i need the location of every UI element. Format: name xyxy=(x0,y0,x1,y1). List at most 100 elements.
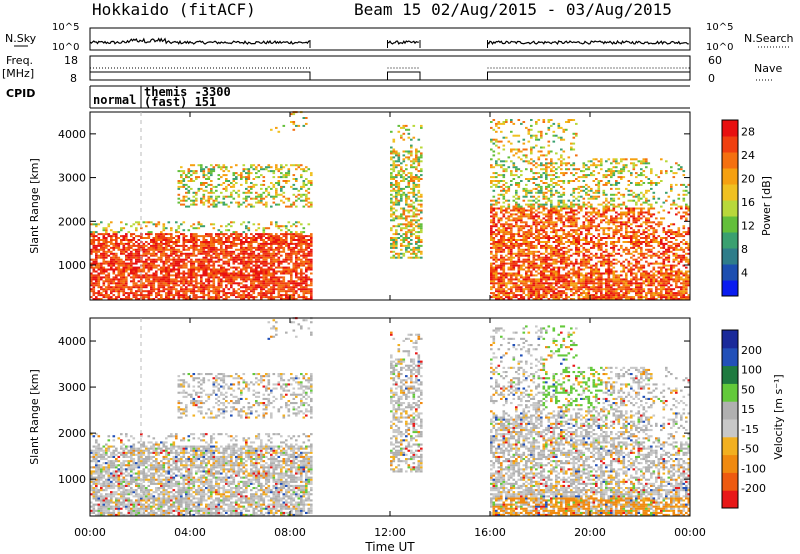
power-cell xyxy=(195,193,198,196)
power-cell xyxy=(135,266,138,269)
power-cell xyxy=(270,258,273,261)
power-cell xyxy=(557,268,561,271)
power-cell xyxy=(280,176,283,179)
power-cell xyxy=(490,185,493,188)
power-cell xyxy=(495,264,498,267)
power-cell xyxy=(552,130,556,133)
power-cell xyxy=(247,227,251,230)
power-cell xyxy=(110,258,113,261)
power-cell xyxy=(407,225,411,228)
power-cell xyxy=(100,278,103,281)
power-cell xyxy=(560,193,563,196)
power-cell xyxy=(155,280,158,283)
power-cell xyxy=(532,199,536,202)
power-cell xyxy=(187,239,191,241)
power-cell xyxy=(417,203,421,206)
power-cell xyxy=(517,284,521,287)
power-cell xyxy=(557,217,561,220)
power-cell xyxy=(302,292,306,295)
power-cell xyxy=(510,237,513,239)
power-cell xyxy=(550,213,553,216)
power-cell xyxy=(560,241,563,243)
power-cell xyxy=(145,221,148,224)
power-cell xyxy=(247,256,251,259)
power-cell xyxy=(537,242,541,245)
power-cell xyxy=(285,294,288,297)
power-cell xyxy=(202,290,206,293)
power-cell xyxy=(170,288,173,291)
power-cell xyxy=(417,164,421,167)
power-cell xyxy=(397,174,401,177)
power-cell xyxy=(540,272,543,275)
power-cell xyxy=(137,235,141,238)
power-cell xyxy=(417,231,421,234)
power-cell xyxy=(557,276,561,279)
power-cell xyxy=(217,292,221,295)
power-cell xyxy=(247,252,251,255)
power-cell xyxy=(502,231,506,234)
power-cell xyxy=(195,176,198,179)
power-cell xyxy=(292,237,296,239)
power-cell xyxy=(402,217,406,220)
power-cell xyxy=(290,246,293,249)
power-cell xyxy=(222,248,226,251)
power-cell xyxy=(247,292,251,295)
power-cell xyxy=(537,195,541,198)
power-cell xyxy=(495,172,498,175)
power-cell xyxy=(310,239,313,241)
power-cell xyxy=(92,239,96,241)
power-cell xyxy=(285,235,288,238)
power-cell xyxy=(490,227,493,230)
power-cell xyxy=(537,286,541,289)
power-cell xyxy=(552,262,556,265)
power-cell xyxy=(302,260,306,263)
power-cell xyxy=(162,262,166,265)
power-cell xyxy=(150,258,153,261)
power-cell xyxy=(302,250,306,253)
power-cell xyxy=(505,119,508,121)
power-cell xyxy=(260,296,263,299)
power-cell xyxy=(230,254,233,257)
power-cell xyxy=(147,274,151,277)
power-cell xyxy=(155,233,158,236)
power-cell xyxy=(562,130,566,133)
power-cell xyxy=(567,274,571,277)
power-cell xyxy=(290,121,293,123)
power-cell xyxy=(135,272,138,275)
power-cell xyxy=(520,215,523,218)
power-cell xyxy=(265,296,268,299)
power-cell xyxy=(202,201,206,204)
power-cell xyxy=(495,183,498,186)
power-cell xyxy=(402,138,406,141)
power-cell xyxy=(547,298,551,300)
power-cell xyxy=(252,286,256,289)
power-cell xyxy=(302,124,306,127)
power-cell xyxy=(190,235,193,238)
power-cell xyxy=(407,195,411,198)
power-cell xyxy=(510,172,513,175)
power-cell xyxy=(497,219,501,222)
power-cell xyxy=(505,136,508,139)
power-cell xyxy=(560,284,563,287)
power-cell xyxy=(555,241,558,243)
power-cell xyxy=(390,146,393,149)
power-cell xyxy=(500,284,503,287)
power-cell xyxy=(127,262,131,265)
power-cell xyxy=(257,266,261,269)
power-cell xyxy=(110,292,113,295)
power-cell xyxy=(237,203,241,206)
power-cell xyxy=(175,276,178,279)
power-cell xyxy=(160,239,163,241)
power-cell xyxy=(570,233,573,236)
power-cell xyxy=(415,174,418,177)
power-cell xyxy=(287,262,291,265)
power-cell xyxy=(420,174,423,177)
power-cell xyxy=(492,237,496,239)
power-cell xyxy=(242,272,246,275)
power-cell xyxy=(555,183,558,186)
power-cell xyxy=(115,246,118,249)
power-cell xyxy=(575,172,578,175)
power-cell xyxy=(500,276,503,279)
power-cell xyxy=(262,292,266,295)
power-cell xyxy=(142,246,146,249)
